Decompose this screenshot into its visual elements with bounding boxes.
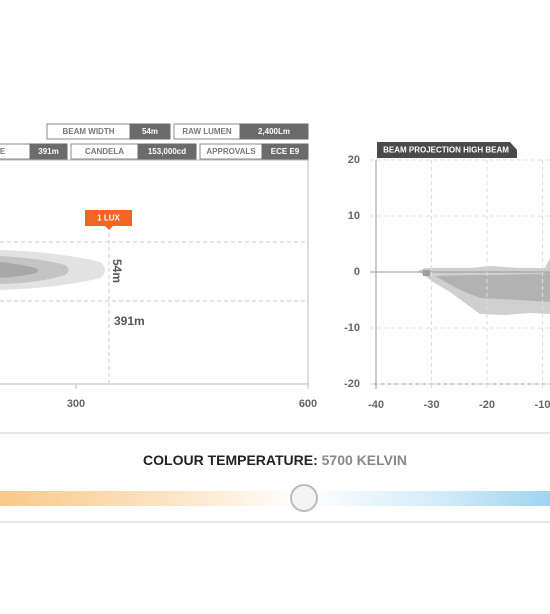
spec-label: APPROVALS bbox=[206, 147, 256, 156]
spec-value: 153,000cd bbox=[148, 147, 186, 156]
lux-tag-pointer bbox=[105, 226, 113, 230]
spec-value: 391m bbox=[38, 147, 58, 156]
spec-label: DISTANCE bbox=[0, 147, 6, 156]
ct-knob[interactable] bbox=[290, 484, 318, 512]
y-tick-label: 10 bbox=[348, 210, 360, 222]
spec-value-box bbox=[261, 143, 309, 160]
ct-label: COLOUR TEMPERATURE: bbox=[143, 452, 318, 468]
lux-tag bbox=[85, 210, 132, 226]
x-tick-label: -20 bbox=[479, 399, 495, 411]
x-tick-label: 300 bbox=[67, 398, 85, 410]
x-tick-label: -10 bbox=[535, 399, 550, 411]
projection-chart: BEAM PROJECTION HIGH BEAM 20 10 0 -10 -20 -40… bbox=[344, 142, 550, 411]
distance-label: 391m bbox=[114, 314, 145, 328]
x-tick-label: -30 bbox=[424, 399, 440, 411]
y-tick-label: -20 bbox=[344, 378, 360, 390]
projection-title-tag bbox=[377, 142, 517, 158]
spec-value-box bbox=[239, 123, 309, 140]
beam-plot bbox=[0, 159, 309, 385]
spec-value: 54m bbox=[142, 127, 158, 136]
width-label: 54m bbox=[110, 259, 124, 283]
x-tick-label: 600 bbox=[299, 398, 317, 410]
projection-title: BEAM PROJECTION HIGH BEAM bbox=[383, 146, 509, 155]
x-tick-label: -40 bbox=[368, 399, 384, 411]
beam-shape bbox=[0, 262, 38, 278]
y-tick-label: -10 bbox=[344, 322, 360, 334]
spec-label: RAW LUMEN bbox=[182, 127, 232, 136]
spec-label: BEAM WIDTH bbox=[63, 127, 115, 136]
spec-value-box bbox=[129, 123, 171, 140]
ct-value: 5700 KELVIN bbox=[322, 452, 407, 468]
spec-value-box bbox=[29, 143, 68, 160]
projection-shape bbox=[423, 270, 430, 276]
spec-value-box bbox=[137, 143, 197, 160]
projection-shape bbox=[435, 272, 550, 302]
y-tick-label: 20 bbox=[348, 154, 360, 166]
spec-value: ECE E9 bbox=[271, 147, 300, 156]
lux-tag-text: 1 LUX bbox=[97, 214, 120, 223]
spec-value: 2,400Lm bbox=[258, 127, 290, 136]
spec-label: CANDELA bbox=[85, 147, 124, 156]
y-tick-label: 0 bbox=[354, 266, 360, 278]
colour-temperature: COLOUR TEMPERATURE: 5700 KELVIN bbox=[143, 452, 407, 468]
ct-gradient bbox=[0, 491, 550, 506]
